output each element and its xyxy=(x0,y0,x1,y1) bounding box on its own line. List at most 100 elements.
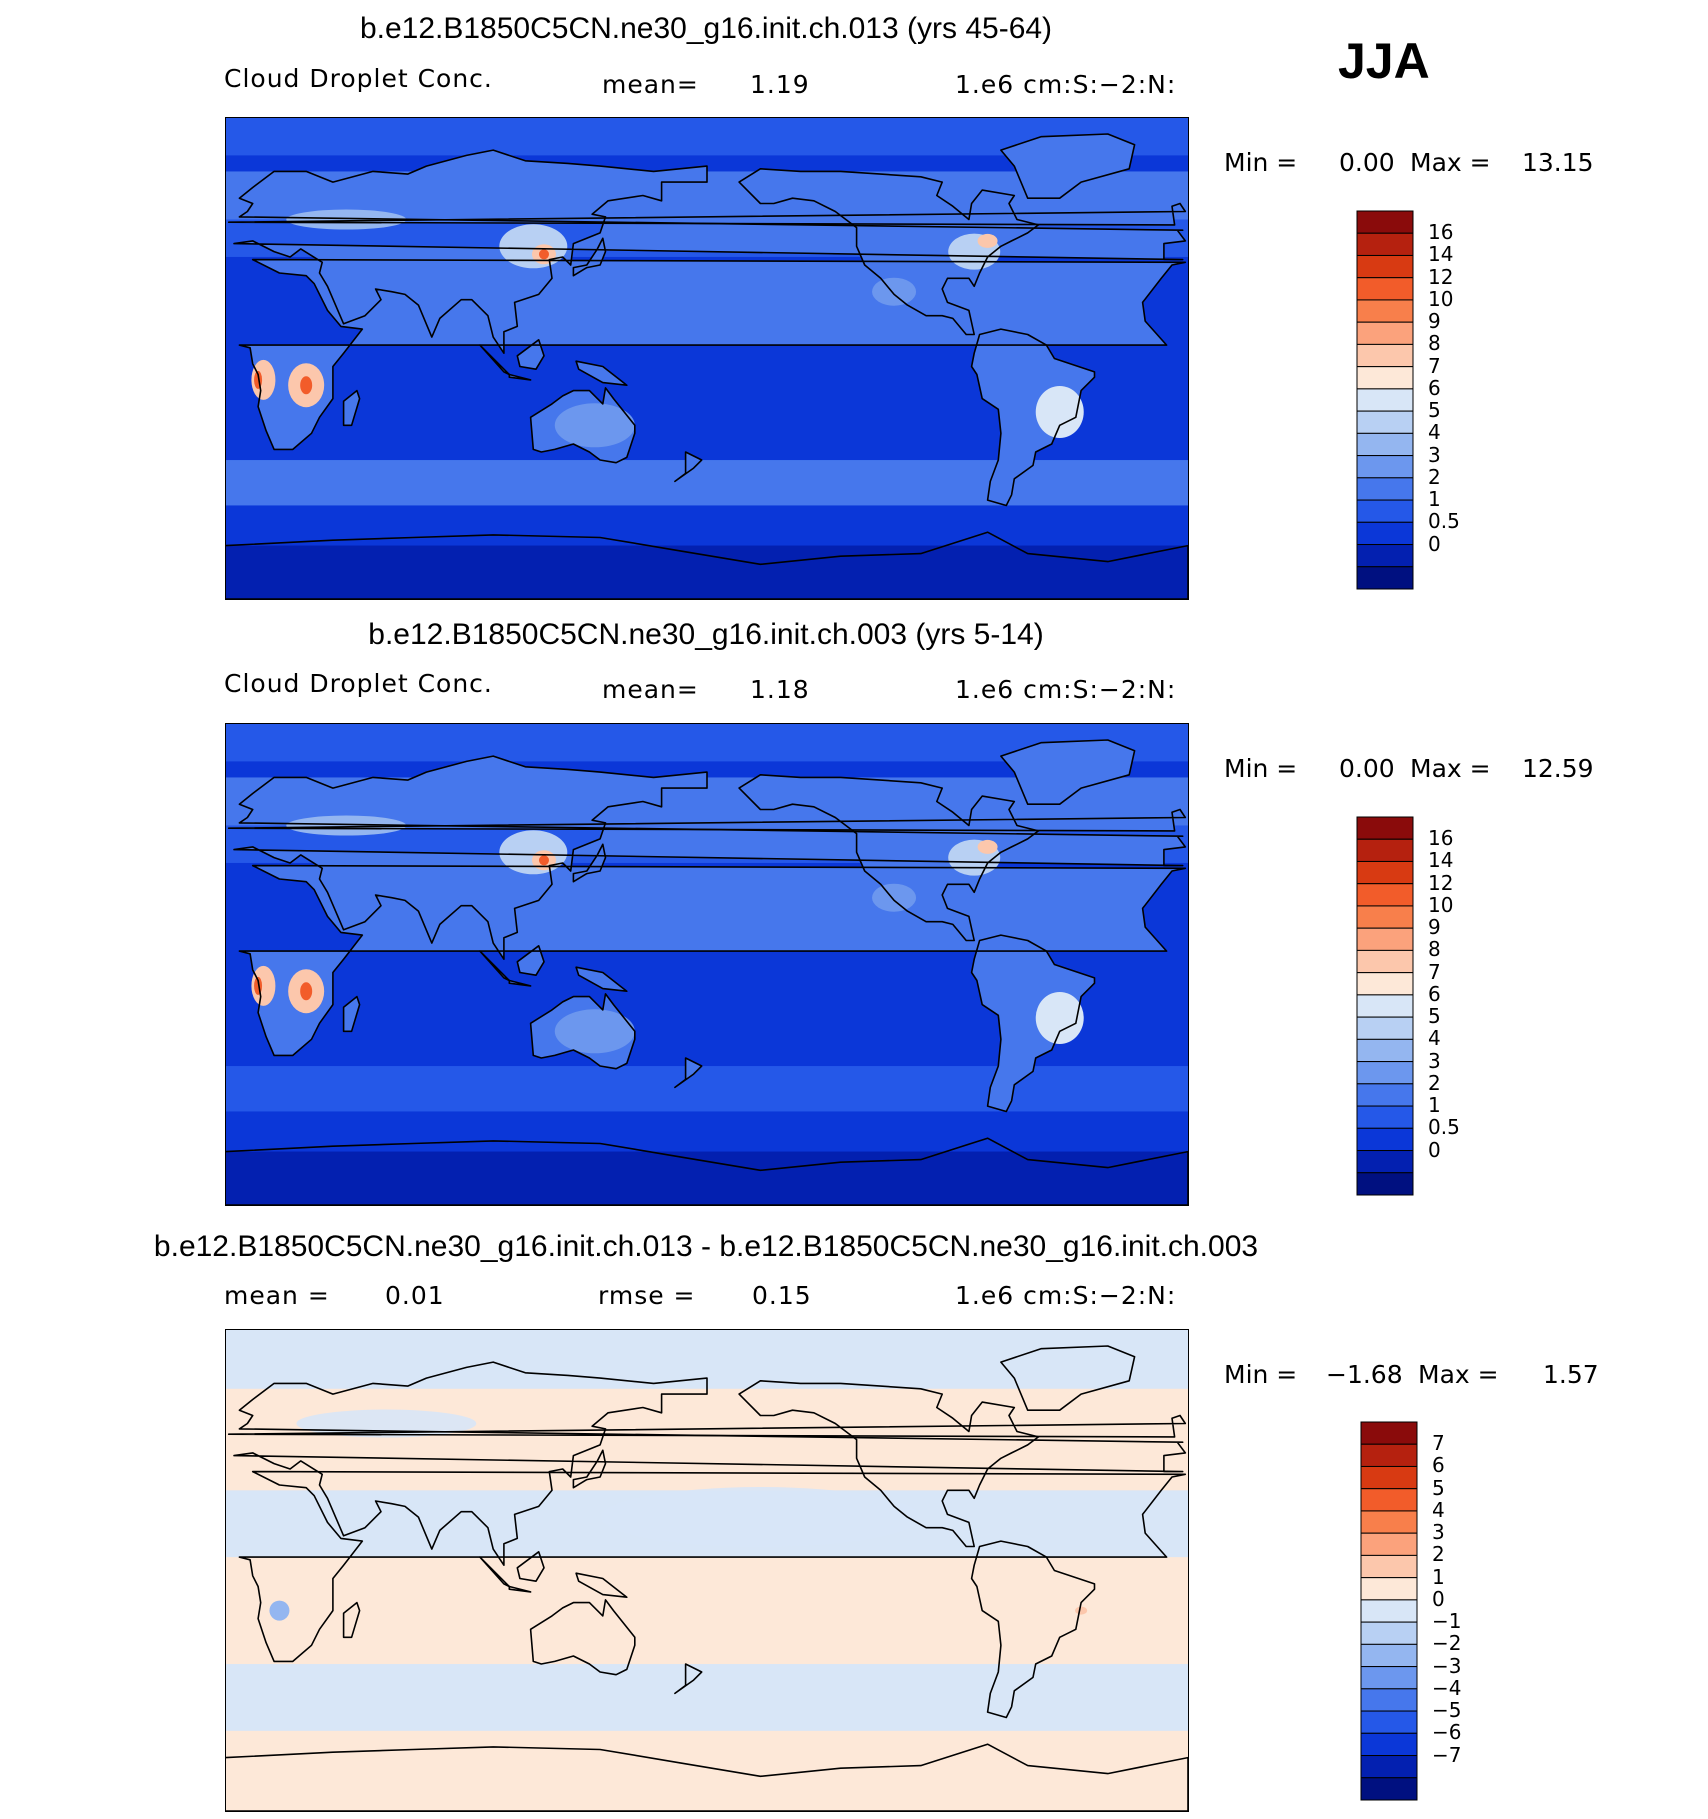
panel-2-max-value: 12.59 xyxy=(1522,754,1594,783)
field-highlight-australia xyxy=(554,1009,635,1054)
colorbar-tick-label: 4 xyxy=(1428,420,1441,445)
colorbar-swatch xyxy=(1356,455,1414,479)
colorbar-swatch xyxy=(1356,254,1414,279)
land-fill xyxy=(1000,740,1135,805)
coastline xyxy=(738,773,1040,942)
colorbar-tick-label: 3 xyxy=(1428,442,1441,467)
coastline xyxy=(233,755,1187,960)
panel-2-colorbar xyxy=(1356,816,1414,1197)
colorbar-tick-label: 14 xyxy=(1428,848,1454,873)
land-fill xyxy=(517,945,544,976)
panel-2-max-label: Max = xyxy=(1410,754,1491,783)
panel-1-variable-label: Cloud Droplet Conc. xyxy=(224,64,493,93)
colorbar-swatch xyxy=(1356,816,1414,840)
panel-3-contour-field xyxy=(226,1330,1188,1811)
panel-2-mean-value: 1.18 xyxy=(750,675,810,704)
field-highlight-east-asia xyxy=(499,224,568,269)
coastline xyxy=(575,966,628,993)
coastline xyxy=(479,1556,511,1588)
field-highlight-mexico xyxy=(872,277,917,306)
panel-3-rmse-value: 0.15 xyxy=(752,1281,812,1310)
colorbar-swatch xyxy=(1356,1105,1414,1129)
panel-2-map xyxy=(225,723,1189,1206)
colorbar-swatch xyxy=(1356,499,1414,523)
colorbar-tick-label: −7 xyxy=(1432,1742,1462,1767)
coastline xyxy=(227,202,1187,226)
colorbar-swatch xyxy=(1356,1061,1414,1085)
colorbar-tick-label: 9 xyxy=(1428,915,1441,940)
colorbar-tick-label: 8 xyxy=(1428,331,1441,356)
colorbar-swatch xyxy=(1356,905,1414,929)
field-max-north-china xyxy=(538,855,549,866)
field-max-central-africa xyxy=(300,982,313,1001)
colorbar-swatch xyxy=(1356,210,1414,234)
colorbar-swatch xyxy=(1360,1732,1418,1757)
coastline xyxy=(529,1599,636,1676)
coastline xyxy=(238,258,1187,451)
panel-2-title: b.e12.B1850C5CN.ne30_g16.init.ch.003 (yr… xyxy=(368,618,1044,651)
coastline xyxy=(575,360,628,387)
coastline xyxy=(227,1414,1187,1438)
field-highlight-mexico xyxy=(872,883,917,912)
colorbar-swatch xyxy=(1356,388,1414,412)
field-patch-brazil-positive xyxy=(1075,1606,1088,1615)
coastline xyxy=(342,389,361,427)
colorbar-tick-label: 5 xyxy=(1428,1004,1441,1029)
season-label: JJA xyxy=(1338,33,1430,89)
coastline xyxy=(575,1572,628,1599)
coastline xyxy=(572,843,607,883)
coastline xyxy=(233,1361,1187,1566)
panel-1-max-label: Max = xyxy=(1410,148,1491,177)
land-fill xyxy=(343,390,360,426)
colorbar-tick-label: 16 xyxy=(1428,826,1454,851)
land-fill xyxy=(517,339,544,370)
coastline xyxy=(529,993,636,1070)
colorbar-swatch xyxy=(1356,1083,1414,1107)
coastline xyxy=(342,995,361,1033)
coastline xyxy=(674,451,703,483)
colorbar-swatch xyxy=(1356,860,1414,885)
colorbar-tick-label: 4 xyxy=(1432,1497,1445,1522)
field-band-southern-ocean xyxy=(226,460,1188,506)
panel-1-title: b.e12.B1850C5CN.ne30_g16.init.ch.013 (yr… xyxy=(359,12,1053,45)
colorbar-tick-label: 0.5 xyxy=(1428,1115,1460,1140)
field-highlight-east-asia xyxy=(499,830,568,875)
coastline xyxy=(572,1449,607,1489)
coastline xyxy=(970,934,1096,1113)
panel-3-mean-label: mean = xyxy=(224,1281,330,1310)
coastline xyxy=(674,1057,703,1089)
colorbar-tick-label: 2 xyxy=(1432,1542,1445,1567)
colorbar-swatch xyxy=(1360,1621,1418,1645)
panel-1-min-value: 0.00 xyxy=(1339,148,1395,177)
field-highlight-brazil xyxy=(1035,385,1084,438)
colorbar-swatch xyxy=(1360,1421,1418,1445)
panel-3-title: b.e12.B1850C5CN.ne30_g16.init.ch.013 - b… xyxy=(153,1230,1259,1263)
colorbar-tick-label: 6 xyxy=(1432,1453,1445,1478)
field-band-southern-ocean xyxy=(226,1066,1188,1112)
colorbar-swatch xyxy=(1356,1038,1414,1063)
colorbar-swatch xyxy=(1356,277,1414,301)
coastline xyxy=(233,149,1187,354)
colorbar-swatch xyxy=(1356,838,1414,862)
panel-1-min-label: Min = xyxy=(1224,148,1298,177)
colorbar-tick-label: −5 xyxy=(1432,1698,1462,1723)
colorbar-tick-label: 10 xyxy=(1428,892,1454,917)
land-fill xyxy=(971,329,1095,506)
field-band-antarctic xyxy=(226,545,1188,599)
land-fill xyxy=(739,168,1039,335)
colorbar-swatch xyxy=(1360,1465,1418,1490)
colorbar-swatch xyxy=(1356,566,1414,590)
colorbar-swatch xyxy=(1360,1577,1418,1601)
colorbar-swatch xyxy=(1360,1510,1418,1534)
colorbar-swatch xyxy=(1356,1127,1414,1152)
coastline xyxy=(479,950,511,982)
colorbar-swatch xyxy=(1356,949,1414,974)
colorbar-tick-label: 6 xyxy=(1428,981,1441,1006)
colorbar-tick-label: 7 xyxy=(1432,1431,1445,1456)
panel-1-contour-field xyxy=(226,118,1188,599)
coastline xyxy=(970,328,1096,507)
colorbar-tick-label: 1 xyxy=(1428,1093,1441,1118)
colorbar-swatch xyxy=(1360,1554,1418,1579)
colorbar-swatch xyxy=(1360,1755,1418,1779)
coastline xyxy=(238,1470,1187,1663)
